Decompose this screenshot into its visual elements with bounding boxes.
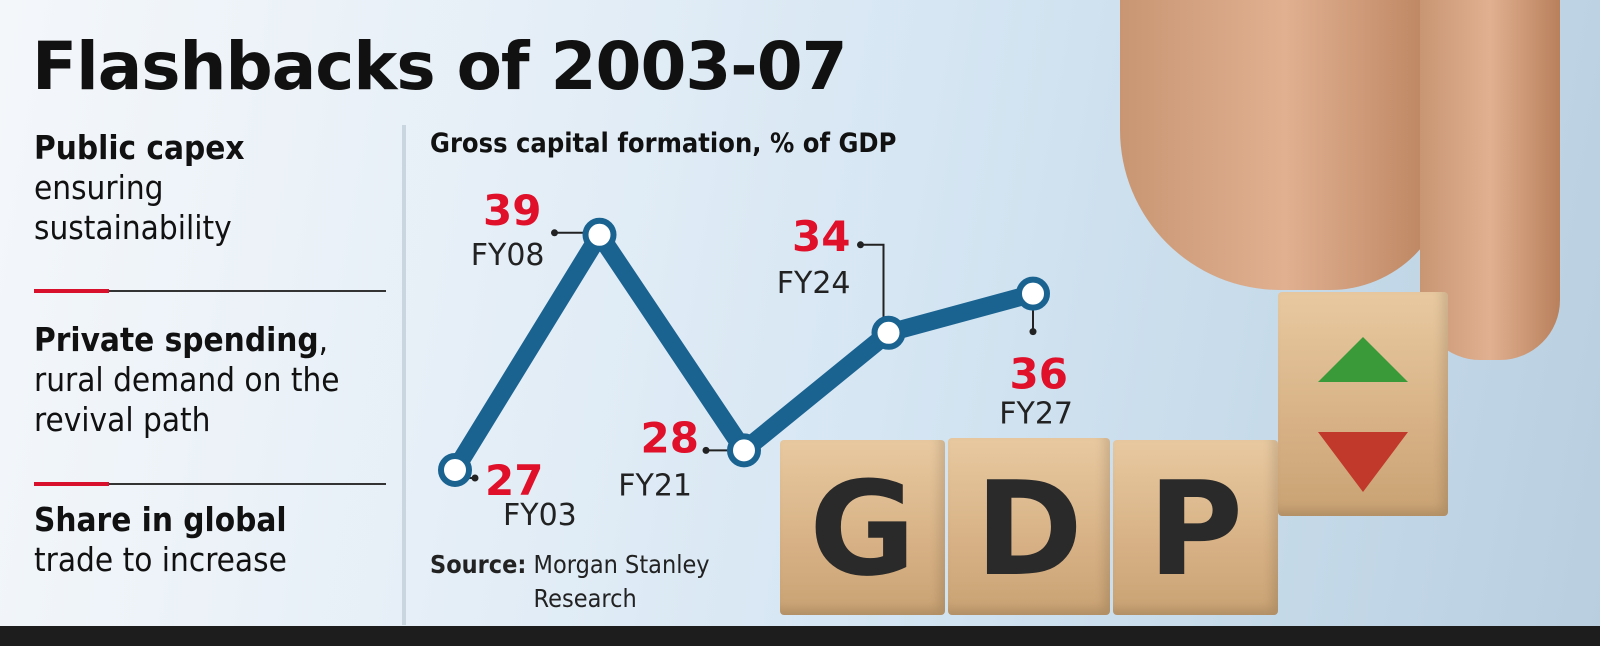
data-point — [1016, 276, 1050, 311]
block-d: D — [948, 438, 1110, 615]
data-point — [871, 315, 906, 350]
value-label: 34 — [792, 212, 850, 261]
vertical-divider — [402, 125, 406, 625]
hand-image — [1120, 0, 1450, 290]
point-3-bold: Share in global — [34, 500, 287, 539]
leader-dot — [857, 241, 864, 249]
point-1-bold: Public capex — [34, 128, 245, 167]
point-1-text: ensuring sustainability — [34, 168, 232, 247]
point-1: Public capex ensuring sustainability — [34, 128, 386, 248]
data-point — [582, 217, 617, 252]
point-2: Private spending, rural demand on the re… — [34, 320, 386, 440]
leader-dot — [1029, 328, 1037, 336]
source: Source: Morgan Stanley Research — [430, 548, 768, 616]
block-p: P — [1113, 440, 1278, 615]
category-label: FY21 — [618, 468, 692, 503]
leader-line — [860, 243, 885, 333]
divider — [34, 289, 386, 293]
value-label: 39 — [483, 186, 541, 235]
data-point — [438, 453, 472, 487]
point-2-bold: Private spending — [34, 320, 319, 359]
arrow-block — [1278, 292, 1448, 516]
source-label: Source: — [430, 550, 527, 579]
leader-dot — [551, 229, 558, 237]
point-2-text: , rural demand on the revival path — [34, 320, 340, 439]
value-label: 28 — [641, 413, 699, 462]
source-text: Morgan Stanley Research — [533, 550, 710, 613]
point-3: Share in global trade to increase — [34, 500, 386, 580]
point-3-text: trade to increase — [34, 540, 287, 579]
divider — [34, 482, 386, 486]
category-label: FY24 — [777, 266, 851, 301]
category-label: FY03 — [503, 498, 577, 533]
value-label: 36 — [1010, 350, 1068, 399]
category-label: FY27 — [999, 397, 1073, 432]
value-label: 27 — [485, 456, 543, 505]
block-g: G — [780, 440, 945, 615]
bottom-bar — [0, 626, 1600, 646]
leader-dot — [471, 474, 479, 482]
data-point — [727, 433, 761, 468]
chart-title: Gross capital formation, % of GDP — [430, 128, 897, 159]
up-down-arrows-icon — [1318, 337, 1408, 492]
category-label: FY08 — [471, 238, 545, 273]
leader-dot — [702, 446, 710, 454]
headline: Flashbacks of 2003-07 — [32, 28, 848, 105]
